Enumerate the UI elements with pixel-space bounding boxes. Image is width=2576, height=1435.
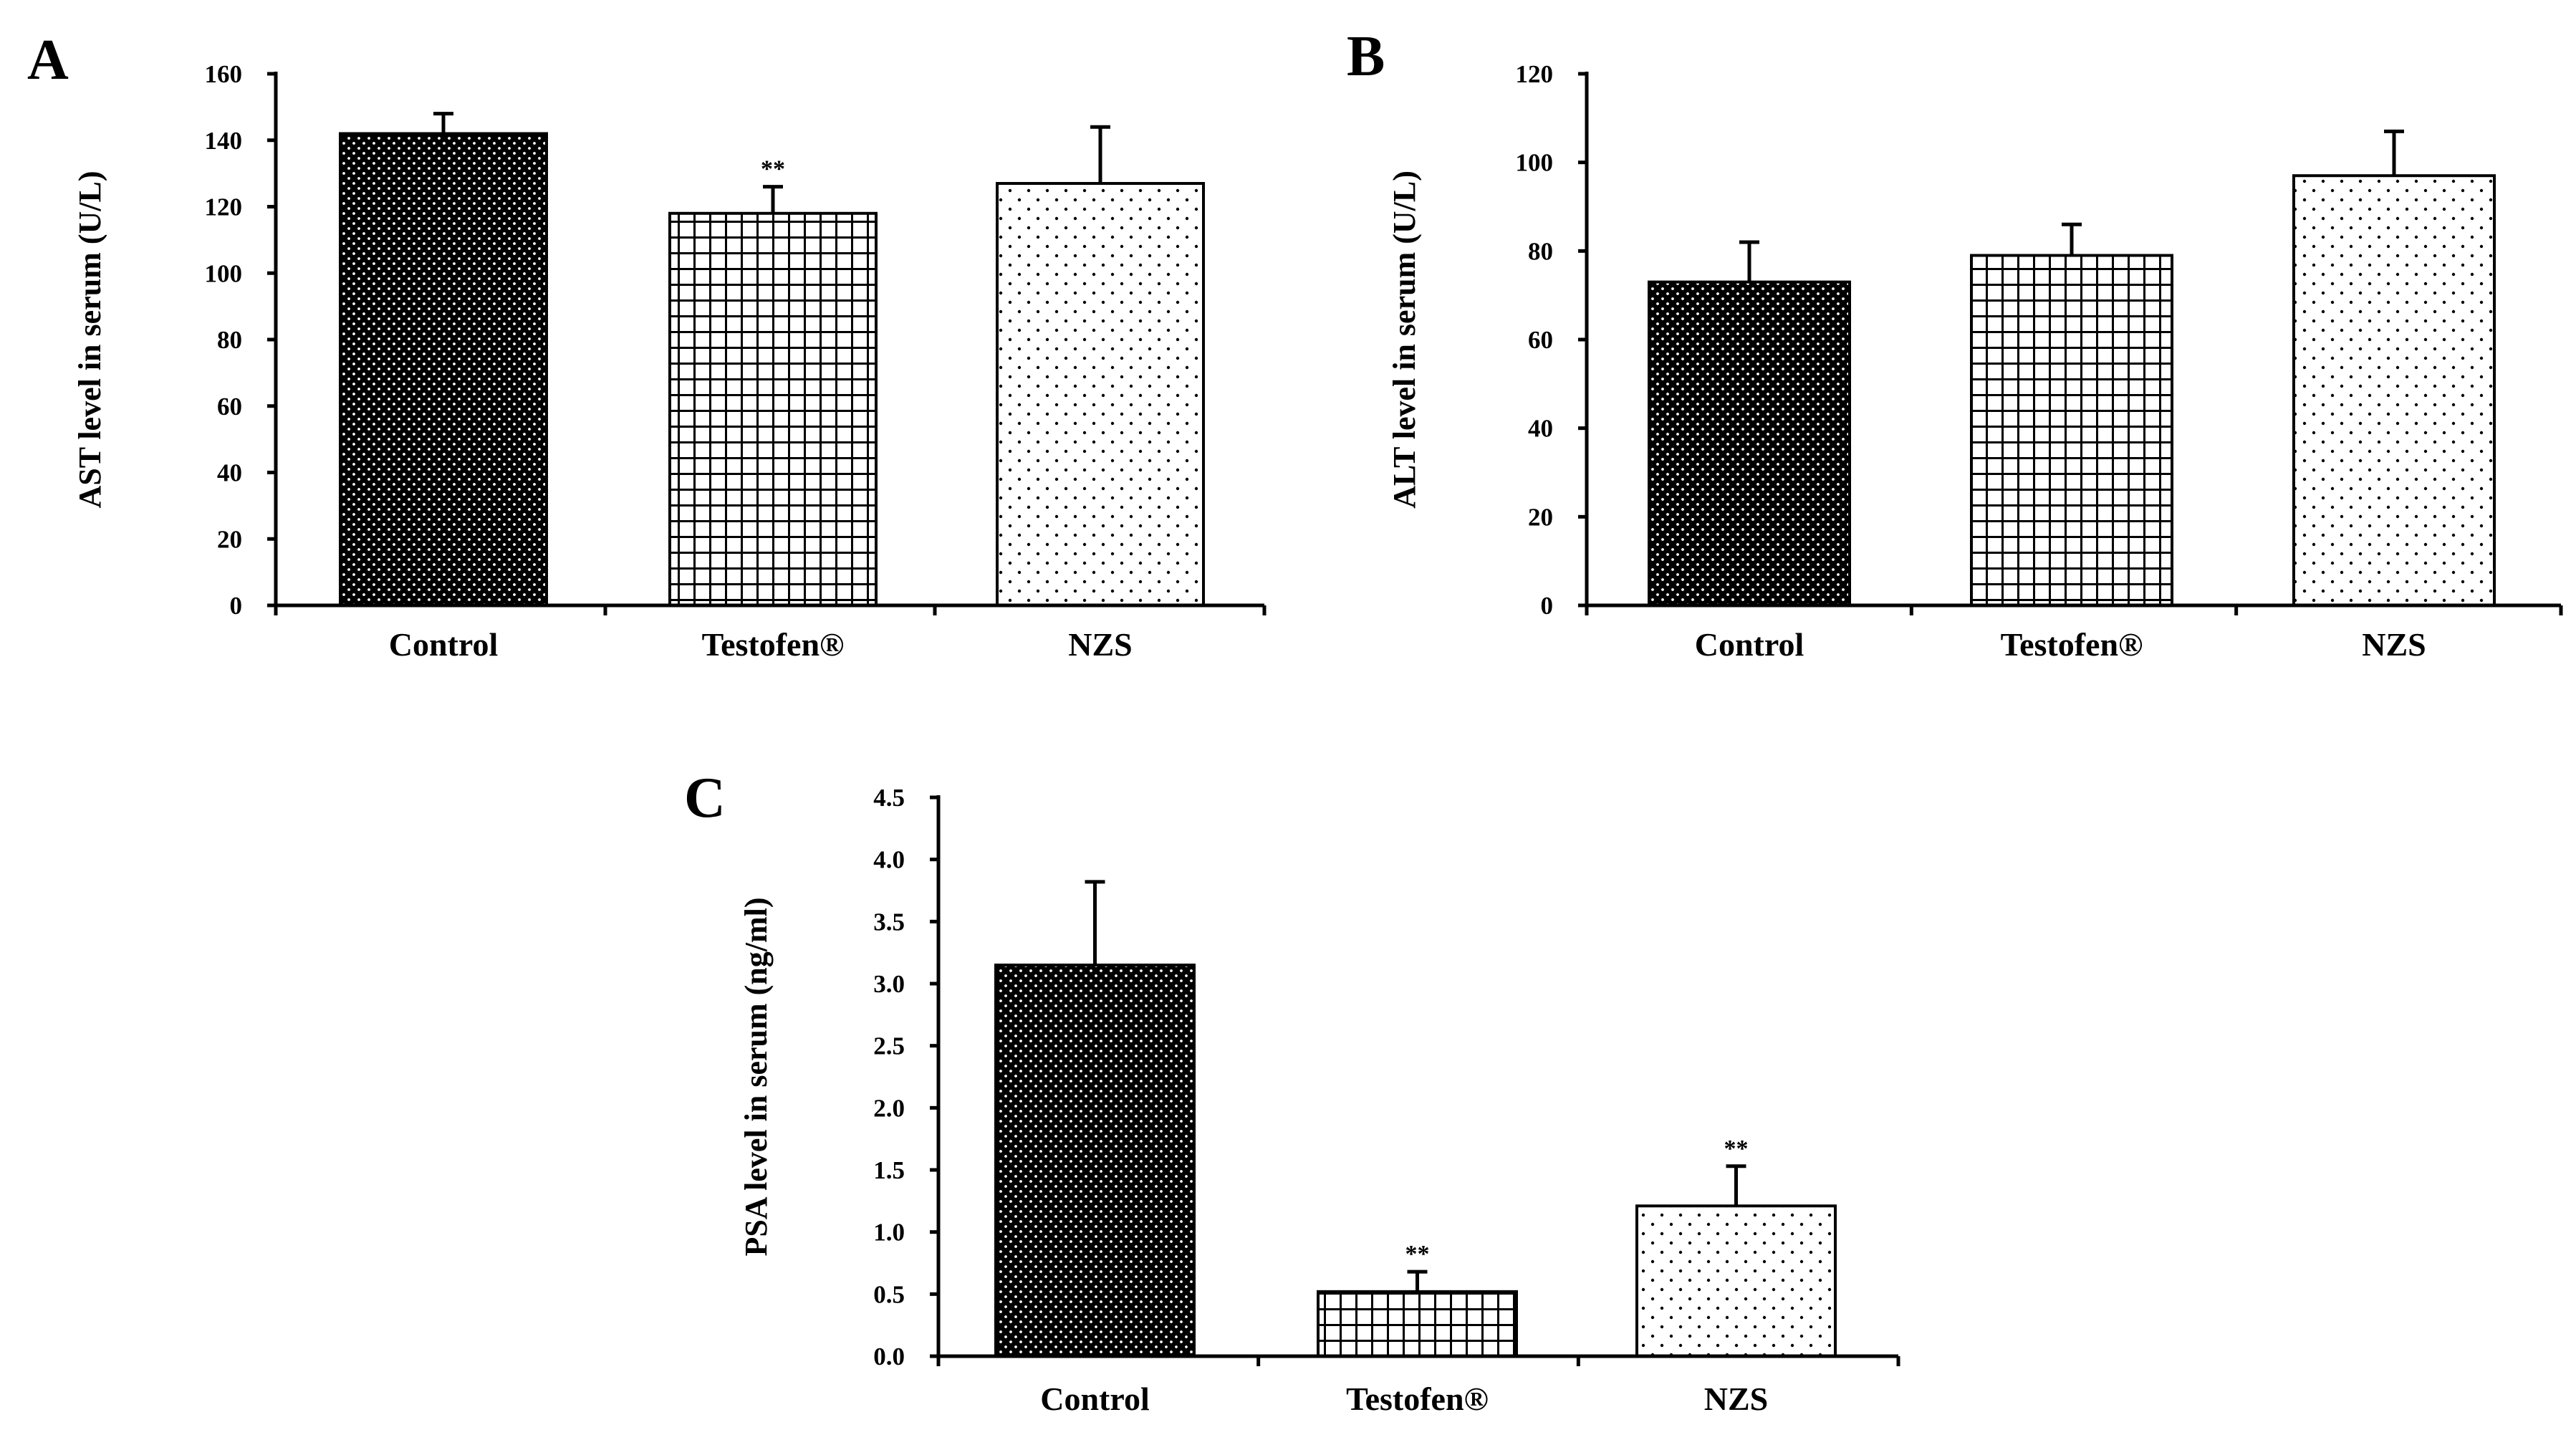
y-tick-label: 60: [1528, 326, 1553, 354]
x-tick-label: Testofen®: [2001, 626, 2143, 663]
panel-label-c: C: [684, 767, 726, 830]
x-tick-label: NZS: [1068, 626, 1132, 663]
y-tick-label: 4.5: [873, 784, 905, 812]
y-tick-label: 60: [217, 393, 242, 421]
x-tick-label: Testofen®: [702, 626, 845, 663]
y-tick-label: 0.5: [873, 1280, 905, 1308]
y-tick-label: 0.0: [873, 1343, 905, 1371]
significance-marker-3: **: [1724, 1136, 1749, 1162]
panel-c: C ** ** 0.0 0.5 1.0 1.5 2.0 2.5 3.0 3.5 4.0 4.5 Cont…: [684, 767, 1900, 1417]
x-tick-label: Control: [389, 626, 499, 663]
y-tick-label: 40: [217, 459, 242, 487]
y-tick-label: 3.5: [873, 908, 905, 936]
y-tick-label: 4.0: [873, 846, 905, 874]
bar-2: [668, 211, 878, 607]
y-tick-label: 120: [205, 193, 243, 221]
y-tick-label: 120: [1516, 60, 1554, 88]
y-tick-label: 100: [1516, 149, 1554, 177]
bar-2: [1970, 254, 2173, 607]
panel-label-a: A: [27, 29, 69, 92]
y-tick-label: 40: [1528, 415, 1553, 443]
bar-1: [1648, 280, 1851, 607]
panel-a-plot: ** 0 20 40 60 80 100 120 140 160 Control Testofen® N…: [72, 60, 1267, 663]
y-tick-label: 0: [230, 592, 243, 620]
y-tick-label: 0: [1541, 592, 1554, 620]
y-tick-label: 20: [217, 525, 242, 553]
y-tick-label: 80: [217, 326, 242, 354]
y-tick-label: 1.5: [873, 1156, 905, 1184]
y-axis-title: AST level in serum (U/L): [72, 171, 107, 509]
panel-label-b: B: [1347, 25, 1385, 88]
bar-3: [996, 182, 1205, 608]
panel-b-plot: 0 20 40 60 80 100 120 Control Testofen® NZS ALT le…: [1387, 60, 2563, 663]
x-tick-label: NZS: [1704, 1381, 1768, 1417]
bar-1: [994, 964, 1196, 1358]
y-tick-label: 3.0: [873, 970, 905, 998]
x-tick-label: Testofen®: [1346, 1381, 1489, 1417]
y-tick-label: 80: [1528, 237, 1553, 265]
bar-2: [1317, 1290, 1518, 1358]
x-tick-label: NZS: [2362, 626, 2426, 663]
y-axis-title: PSA level in serum (ng/ml): [739, 897, 774, 1256]
bar-1: [339, 132, 548, 608]
y-tick-label: 1.0: [873, 1219, 905, 1247]
panel-a: A ** 0 20 40 60 80 100 120 140 160 Control Testofen…: [27, 29, 1267, 663]
y-tick-label: 100: [205, 259, 243, 287]
panel-b: B 0 20 40 60 80 100 120 Control Testofen® NZS ALT …: [1347, 25, 2563, 663]
y-tick-label: 2.0: [873, 1094, 905, 1122]
y-tick-label: 2.5: [873, 1032, 905, 1060]
x-tick-label: Control: [1695, 626, 1804, 663]
bar-3: [2292, 174, 2496, 607]
y-tick-label: 20: [1528, 503, 1553, 531]
y-tick-label: 160: [205, 60, 243, 88]
significance-marker-2: **: [761, 156, 785, 183]
y-axis-title: ALT level in serum (U/L): [1387, 171, 1422, 509]
bar-3: [1635, 1204, 1837, 1358]
x-tick-label: Control: [1040, 1381, 1150, 1417]
significance-marker-2: **: [1405, 1241, 1430, 1267]
y-tick-label: 140: [205, 127, 243, 155]
panel-c-plot: ** ** 0.0 0.5 1.0 1.5 2.0 2.5 3.0 3.5 4.0 4.5 Contro…: [739, 784, 1900, 1417]
